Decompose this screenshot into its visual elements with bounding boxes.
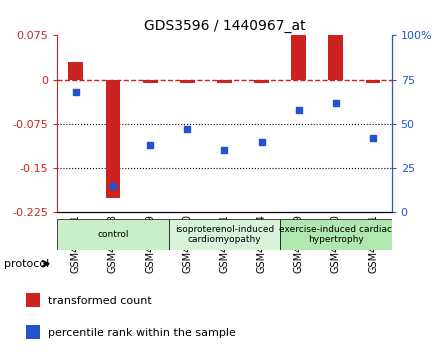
Bar: [106, 80, 121, 198]
Title: GDS3596 / 1440967_at: GDS3596 / 1440967_at: [143, 19, 305, 33]
Bar: [180, 80, 194, 82]
Bar: [254, 80, 269, 82]
Text: isoproterenol-induced
cardiomyopathy: isoproterenol-induced cardiomyopathy: [175, 225, 274, 244]
Bar: [57, 219, 169, 250]
Bar: [143, 80, 158, 82]
Point: [110, 183, 117, 189]
Text: transformed count: transformed count: [48, 296, 152, 306]
Point: [147, 142, 154, 148]
Text: protocol: protocol: [4, 259, 49, 269]
Bar: [280, 219, 392, 250]
Bar: [217, 80, 232, 82]
Point: [258, 139, 265, 144]
Text: control: control: [97, 230, 128, 239]
Point: [221, 148, 228, 153]
Bar: [291, 35, 306, 80]
Point: [72, 89, 79, 95]
Point: [184, 126, 191, 132]
Text: percentile rank within the sample: percentile rank within the sample: [48, 328, 236, 338]
Bar: [26, 325, 40, 339]
Bar: [26, 293, 40, 307]
Bar: [366, 80, 381, 82]
Point: [370, 135, 377, 141]
Text: exercise-induced cardiac
hypertrophy: exercise-induced cardiac hypertrophy: [279, 225, 392, 244]
Point: [295, 107, 302, 113]
Point: [332, 100, 339, 105]
Bar: [169, 219, 280, 250]
Bar: [68, 62, 83, 80]
Bar: [328, 35, 343, 80]
